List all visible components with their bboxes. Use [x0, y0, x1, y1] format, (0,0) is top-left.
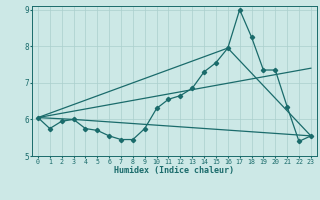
X-axis label: Humidex (Indice chaleur): Humidex (Indice chaleur) — [115, 166, 234, 175]
